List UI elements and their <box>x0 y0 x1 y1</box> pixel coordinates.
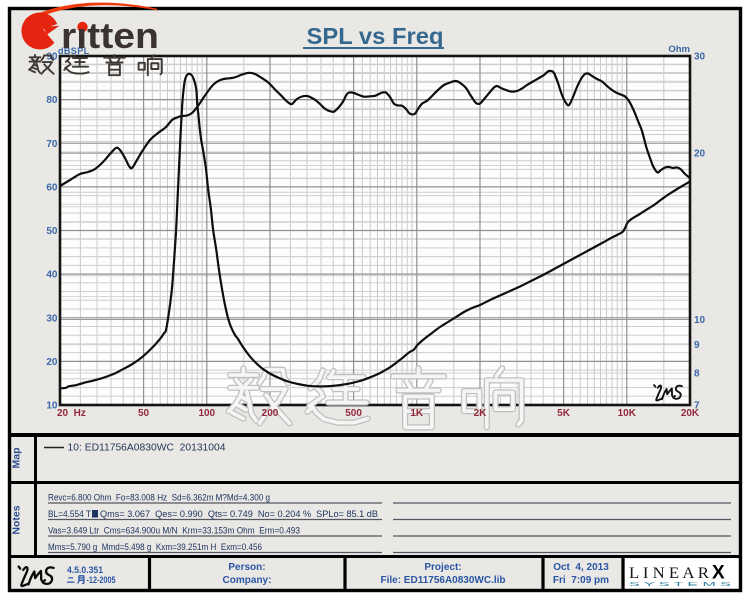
svg-text:Map: Map <box>11 448 23 469</box>
svg-text:rıtten: rıtten <box>61 15 159 56</box>
svg-text:Revc=6.800 Ohm Fo=83.008 Hz: Revc=6.800 Ohm Fo=83.008 Hz Sd=6.362m M?… <box>48 493 270 503</box>
svg-text:200: 200 <box>262 408 279 419</box>
svg-text:Oct 4, 2013: Oct 4, 2013 <box>553 562 609 573</box>
svg-text:10: 10 <box>46 401 58 412</box>
svg-text:Qms= 3.067 Qes= 0.990 Qts= 0: Qms= 3.067 Qes= 0.990 Qts= 0.749 No= 0.2… <box>100 509 378 519</box>
svg-text:Project:: Project: <box>424 562 461 573</box>
svg-text:Mms=5.790 g Mmd=5.498 g Kxm=: Mms=5.790 g Mmd=5.498 g Kxm=39.251m H Ex… <box>48 542 262 552</box>
svg-text:9: 9 <box>694 340 700 351</box>
svg-text:L I N E A R: L I N E A R <box>629 565 709 582</box>
svg-text:2K: 2K <box>474 408 488 419</box>
svg-text:80: 80 <box>46 95 58 106</box>
svg-text:40: 40 <box>46 270 58 281</box>
svg-text:50: 50 <box>138 408 150 419</box>
svg-text:BL=4.554 T: BL=4.554 T <box>48 509 92 519</box>
svg-text:30: 30 <box>46 313 58 324</box>
svg-text:10: 10 <box>694 315 706 326</box>
svg-text:20: 20 <box>694 149 706 160</box>
svg-text:4.5.0.351: 4.5.0.351 <box>67 565 104 576</box>
svg-text:10: ED11756A0830WC 20131004: 10: ED11756A0830WC 20131004 <box>68 442 226 454</box>
svg-text:8: 8 <box>694 368 700 379</box>
svg-text:Fri 7:09 pm: Fri 7:09 pm <box>553 575 609 586</box>
svg-text:Notes: Notes <box>11 505 23 534</box>
svg-text:10K: 10K <box>618 408 637 419</box>
svg-text:Ohm: Ohm <box>668 44 690 55</box>
svg-text:dBSPL: dBSPL <box>58 46 90 56</box>
svg-text:Company:: Company: <box>223 575 272 586</box>
svg-text:50: 50 <box>46 226 58 237</box>
svg-text:S Y S T E M S: S Y S T E M S <box>629 582 731 588</box>
svg-text:SPL vs Freq: SPL vs Freq <box>307 23 444 49</box>
svg-text:File: ED11756A0830WC.lib: File: ED11756A0830WC.lib <box>380 575 505 586</box>
svg-text:X: X <box>712 563 725 584</box>
svg-text:7: 7 <box>694 401 700 412</box>
svg-text:20K: 20K <box>681 408 700 419</box>
svg-text:20: 20 <box>46 357 58 368</box>
svg-text:1K: 1K <box>410 408 424 419</box>
svg-text:30: 30 <box>694 52 706 63</box>
svg-text:500: 500 <box>345 408 362 419</box>
svg-text:60: 60 <box>46 182 58 193</box>
svg-text:100: 100 <box>198 408 215 419</box>
svg-text:Vas=3.649 Ltr Cms=634.900u M/: Vas=3.649 Ltr Cms=634.900u M/N Krm=33.15… <box>48 526 300 536</box>
svg-text:Person:: Person: <box>228 562 265 573</box>
svg-text:-12-2005: -12-2005 <box>87 575 117 586</box>
svg-text:20 Hz: 20 Hz <box>57 408 86 419</box>
svg-text:5K: 5K <box>557 408 571 419</box>
svg-text:70: 70 <box>46 139 58 150</box>
